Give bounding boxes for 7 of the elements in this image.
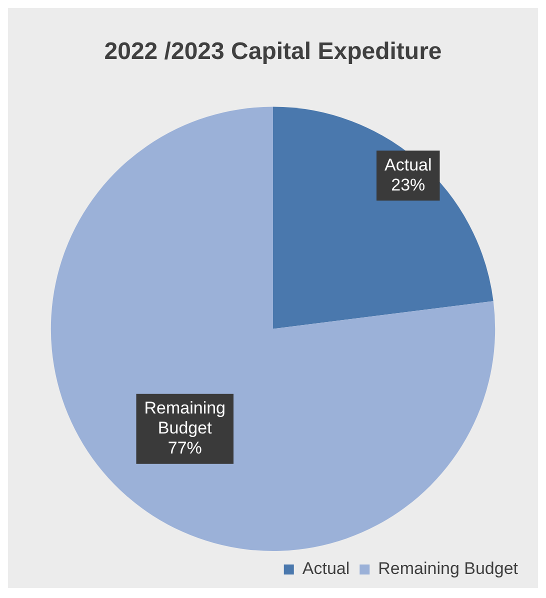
legend-label: Actual <box>302 559 350 578</box>
slice-label: Remaining Budget <box>144 398 226 438</box>
data-label: 77% <box>168 438 202 458</box>
legend-label: Remaining Budget <box>378 559 518 578</box>
chart-title: 2022 /2023 Capital Expediture <box>104 38 442 66</box>
slice-label: Actual <box>384 155 432 174</box>
data-label: 23% <box>391 175 426 194</box>
